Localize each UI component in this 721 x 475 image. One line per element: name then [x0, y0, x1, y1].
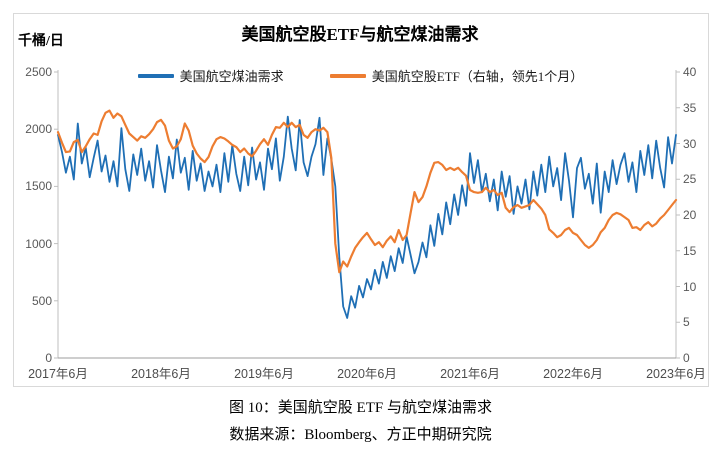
x-axis-tick-label: 2018年6月 [131, 367, 191, 381]
y-left-tick-label: 2500 [25, 65, 52, 79]
left-axis-unit-label: 千桶/日 [18, 34, 64, 49]
plot-area [54, 70, 680, 359]
y-right-tick-label: 25 [683, 172, 697, 187]
y-left-tick-label: 500 [31, 293, 52, 308]
x-axis-tick-label: 2017年6月 [28, 367, 88, 381]
y-left-tick-label: 1000 [25, 236, 52, 251]
x-axis-tick-label: 2022年6月 [543, 367, 603, 381]
y-right-tick-label: 0 [683, 351, 690, 365]
legend-line-swatch-blue [137, 73, 174, 78]
figure-caption: 图 10：美国航空股 ETF 与航空煤油需求 [229, 400, 492, 416]
y-right-tick-label: 30 [683, 136, 697, 151]
y-left-tick-label: 0 [45, 351, 52, 365]
y-right-tick-label: 35 [683, 100, 697, 115]
series-line-etf [56, 109, 678, 274]
chart-legend: 美国航空煤油需求 美国航空股ETF（右轴，领先1个月） [0, 66, 721, 85]
y-left-tick-label: 1500 [25, 179, 52, 194]
x-axis-tick-label: 2019年6月 [234, 367, 294, 381]
series-line-jet-fuel [57, 115, 677, 319]
x-axis-tick-label: 2023年6月 [646, 367, 706, 381]
y-right-tick-label: 5 [683, 315, 690, 330]
data-source: 数据来源：Bloomberg、方正中期研究院 [229, 427, 492, 443]
y-right-tick-label: 20 [683, 208, 697, 222]
chart-title: 美国航空股ETF与航空煤油需求 [241, 25, 479, 44]
legend-item-airline-etf: 美国航空股ETF（右轴，领先1个月） [329, 66, 584, 85]
y-left-tick-label: 2000 [25, 122, 52, 137]
legend-line-swatch-orange [329, 73, 366, 78]
y-right-tick-label: 15 [683, 243, 697, 258]
line-chart: 2500 2000 1500 1000 500 0 40 35 30 25 20 15 10 5 0 2017… [25, 65, 706, 381]
y-right-tick-label: 40 [683, 65, 697, 79]
legend-label: 美国航空股ETF（右轴，领先1个月） [371, 69, 584, 84]
legend-label: 美国航空煤油需求 [179, 69, 284, 84]
x-axis-tick-label: 2020年6月 [337, 367, 397, 381]
legend-item-jet-fuel-demand: 美国航空煤油需求 [137, 66, 284, 85]
y-right-tick-label: 10 [683, 279, 697, 294]
x-axis-tick-label: 2021年6月 [440, 367, 500, 381]
